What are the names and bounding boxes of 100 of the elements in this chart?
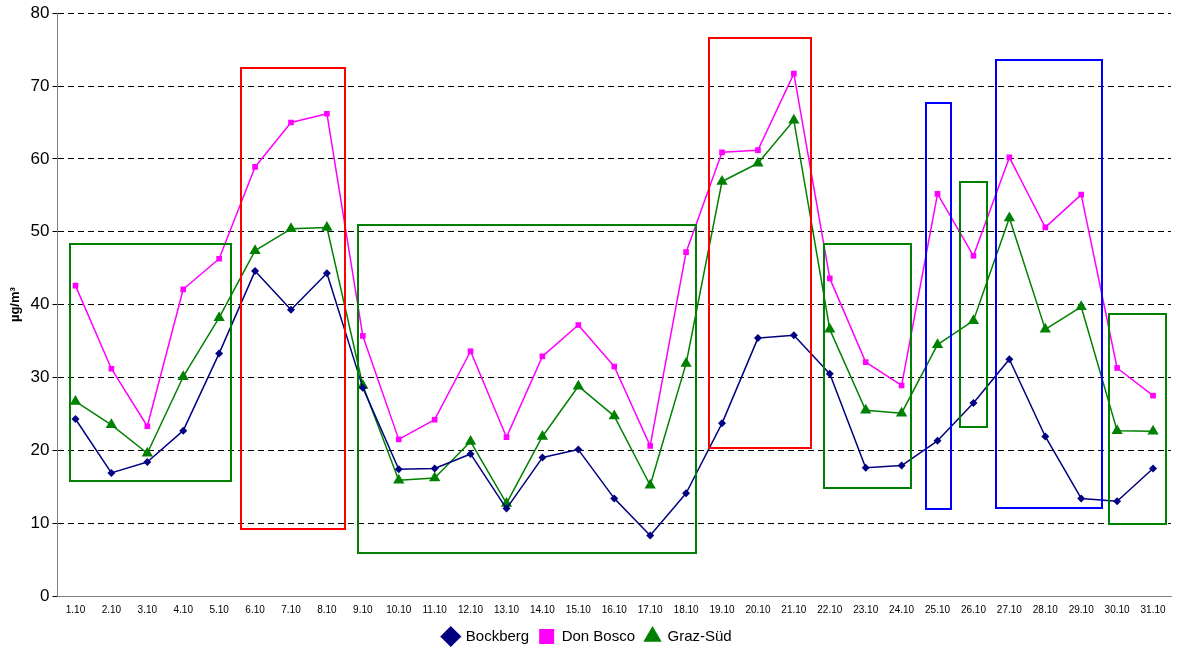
point (931, 338, 944, 348)
legend-label: Bockberg (465, 626, 530, 644)
point (1150, 392, 1156, 399)
point (429, 471, 441, 482)
x-tick-label: 12.10 (458, 603, 484, 615)
point (1078, 191, 1085, 198)
x-tick-label: 11.10 (422, 603, 448, 615)
point (213, 311, 225, 321)
x-tick-label: 7.10 (281, 603, 302, 615)
point (718, 419, 727, 428)
x-tick-label: 15.10 (565, 603, 592, 615)
point (394, 465, 403, 474)
x-tick-label: 5.10 (209, 603, 230, 615)
point (503, 434, 510, 441)
y-tick-label: 20 (30, 439, 50, 459)
y-tick-label: 70 (30, 75, 50, 95)
point (502, 504, 511, 513)
point (967, 314, 980, 324)
x-tick-label: 26.10 (960, 603, 987, 615)
point (108, 365, 115, 372)
point (71, 414, 80, 423)
y-axis-title: µg/m³ (7, 286, 23, 323)
point (251, 267, 260, 276)
x-tick-label: 22.10 (817, 603, 843, 615)
x-tick-label: 28.10 (1032, 603, 1059, 615)
point (1111, 424, 1123, 434)
point (682, 489, 691, 498)
point (359, 333, 366, 339)
point (1003, 211, 1015, 222)
point (860, 403, 872, 414)
x-tick-label: 16.10 (601, 603, 628, 615)
point (1113, 497, 1122, 506)
point (610, 494, 619, 503)
y-tick-label: 0 (40, 585, 50, 605)
point (249, 244, 261, 254)
point (464, 435, 477, 445)
x-tick-label: 23.10 (853, 603, 879, 615)
legend-label: Don Bosco (561, 626, 636, 644)
point (1147, 424, 1159, 435)
x-tick-label: 8.10 (317, 603, 338, 615)
x-tick-label: 19.10 (709, 603, 735, 615)
x-tick-label: 30.10 (1104, 603, 1131, 615)
x-tick-label: 2.10 (101, 603, 122, 615)
point (216, 255, 222, 262)
point (826, 275, 833, 282)
y-tick-label: 30 (30, 367, 50, 387)
point (539, 353, 546, 360)
point (1005, 355, 1014, 364)
point (969, 398, 978, 407)
point (466, 449, 475, 458)
point (753, 334, 762, 343)
x-tick-label: 20.10 (745, 603, 771, 615)
x-tick-label: 17.10 (637, 603, 664, 615)
point (105, 418, 118, 429)
point (107, 468, 116, 477)
point (1039, 322, 1051, 333)
x-tick-label: 18.10 (673, 603, 700, 615)
point (752, 156, 764, 167)
x-tick-label: 21.10 (781, 603, 807, 615)
point (719, 149, 725, 156)
point (538, 453, 547, 462)
point (789, 331, 798, 340)
point (215, 349, 224, 358)
point (358, 383, 367, 392)
point (430, 464, 439, 473)
point (933, 436, 942, 445)
x-tick-label: 3.10 (137, 603, 158, 615)
point (324, 110, 330, 117)
point (177, 370, 189, 380)
x-tick-label: 31.10 (1140, 603, 1166, 615)
point (322, 269, 331, 278)
point (288, 119, 294, 126)
point (1042, 224, 1049, 231)
point (143, 457, 152, 466)
point (861, 463, 870, 472)
point (716, 174, 728, 185)
point (862, 359, 869, 365)
point (179, 426, 188, 435)
point (791, 70, 797, 77)
x-tick-label: 14.10 (529, 603, 556, 615)
point (644, 478, 656, 489)
y-tick-label: 10 (30, 512, 50, 532)
x-tick-label: 25.10 (925, 603, 951, 615)
point (680, 357, 692, 367)
point (1149, 464, 1158, 473)
point (895, 406, 908, 417)
x-tick-label: 13.10 (493, 603, 520, 615)
point (395, 436, 402, 443)
point (393, 473, 405, 484)
x-tick-label: 1.10 (65, 603, 86, 615)
x-tick-label: 4.10 (173, 603, 194, 615)
point (1114, 365, 1120, 371)
point (252, 164, 258, 170)
point (286, 305, 295, 314)
point (574, 445, 583, 454)
point (824, 322, 836, 333)
point (825, 369, 834, 378)
point (536, 429, 549, 440)
point (1077, 494, 1086, 503)
point (755, 147, 761, 153)
